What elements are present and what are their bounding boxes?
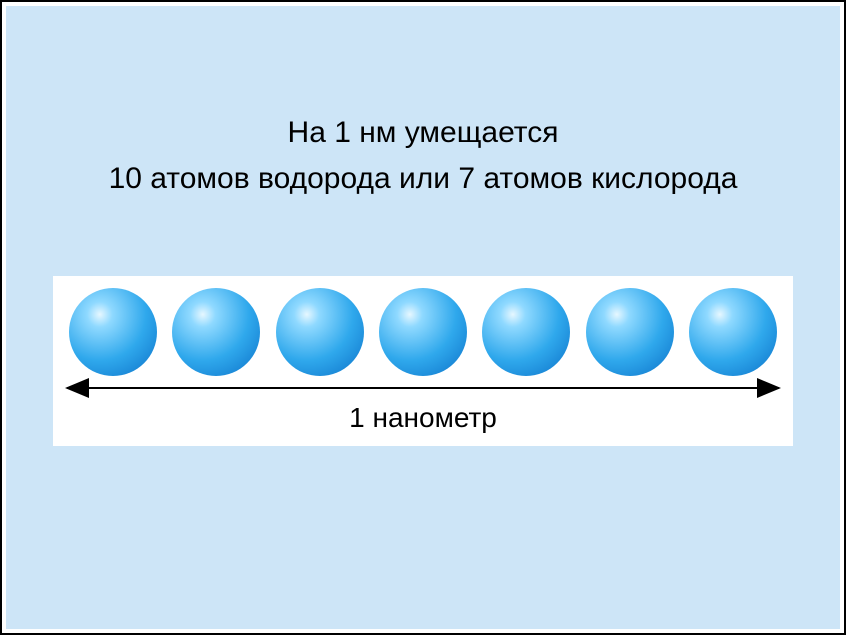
- scale-label: 1 нанометр: [349, 402, 497, 446]
- slide: На 1 нм умещается 10 атомов водорода или…: [6, 6, 840, 629]
- atoms-row: [53, 276, 793, 376]
- atom-sphere: [69, 288, 157, 376]
- description-text: На 1 нм умещается 10 атомов водорода или…: [109, 116, 738, 196]
- atom-sphere: [172, 288, 260, 376]
- text-line-1: На 1 нм умещается: [109, 116, 738, 150]
- outer-frame: На 1 нм умещается 10 атомов водорода или…: [0, 0, 846, 635]
- nanometer-diagram: 1 нанометр: [53, 276, 793, 446]
- atom-sphere: [482, 288, 570, 376]
- atom-sphere: [586, 288, 674, 376]
- atom-sphere: [276, 288, 364, 376]
- text-line-2: 10 атомов водорода или 7 атомов кислород…: [109, 162, 738, 196]
- scale-arrow: [53, 374, 793, 404]
- atom-sphere: [689, 288, 777, 376]
- atom-sphere: [379, 288, 467, 376]
- arrow-svg: [53, 374, 793, 404]
